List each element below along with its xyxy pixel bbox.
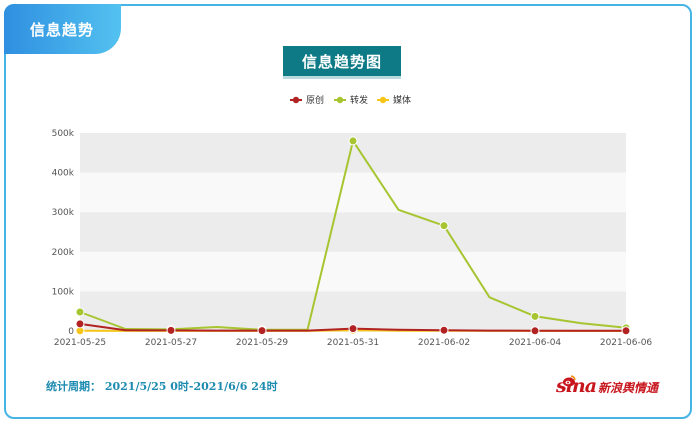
x-tick-label: 2021-05-29 — [236, 338, 289, 348]
y-tick-label: 400k — [52, 169, 75, 179]
x-tick-label: 2021-06-02 — [418, 338, 470, 348]
statistics-period: 统计周期： 2021/5/25 0时-2021/6/6 24时 — [46, 380, 278, 393]
grid-band — [80, 212, 626, 252]
data-point — [439, 221, 449, 231]
sina-yuqingtong-logo: sina 新浪舆情通 — [556, 375, 659, 396]
x-tick-label: 2021-06-04 — [509, 338, 562, 348]
data-point — [348, 136, 358, 146]
legend-label: 媒体 — [393, 94, 411, 106]
data-point — [348, 324, 358, 334]
brand-name: 新浪舆情通 — [598, 381, 659, 395]
y-tick-label: 200k — [52, 248, 75, 258]
y-tick-label: 100k — [52, 287, 75, 297]
x-tick-label: 2021-05-25 — [54, 338, 106, 348]
legend-label: 原创 — [306, 94, 324, 106]
sina-eye-icon — [563, 375, 576, 387]
x-tick-label: 2021-05-31 — [327, 338, 379, 348]
data-point — [166, 325, 176, 335]
chart-title: 信息趋势图 — [283, 46, 401, 76]
legend-label: 转发 — [350, 94, 368, 106]
data-point — [257, 326, 267, 336]
y-tick-label: 500k — [52, 129, 75, 139]
x-tick-label: 2021-05-27 — [145, 338, 197, 348]
y-tick-label: 0 — [68, 327, 74, 337]
data-point — [621, 326, 631, 336]
x-tick-label: 2021-06-06 — [600, 338, 653, 348]
legend-swatch-dot — [336, 96, 344, 104]
data-point — [75, 319, 85, 329]
data-point — [530, 326, 540, 336]
section-tab: 信息趋势 — [4, 4, 121, 54]
grid-band — [80, 251, 626, 292]
y-tick-label: 300k — [52, 208, 75, 218]
legend-swatch-dot — [292, 96, 300, 104]
grid-band — [80, 172, 626, 213]
data-point — [530, 311, 540, 321]
data-point — [439, 325, 449, 335]
data-point — [75, 307, 85, 317]
legend-swatch-dot — [379, 96, 387, 104]
